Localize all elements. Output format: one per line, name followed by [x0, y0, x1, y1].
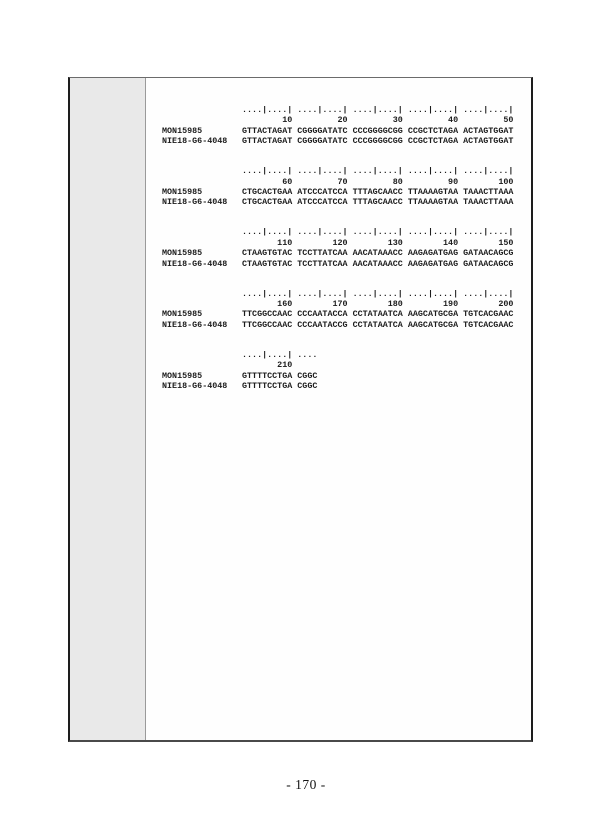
alignment-block: ....|....| ....|....| ....|....| ....|..…: [162, 166, 513, 208]
sequence-text: GTTTTCCTGA CGGC: [242, 370, 318, 381]
sequence-label: MON15985: [162, 370, 203, 381]
ruler-ticks: ....|....| ....|....| ....|....| ....|..…: [242, 105, 514, 115]
sequence-row: NIE18-G6-4048 GTTTTCCTGA CGGC: [162, 381, 513, 391]
sequence-row: NIE18-G6-4048 TTCGGCCAAC CCCAATACCG CCTAT…: [162, 320, 513, 330]
sequence-row: MON15985 GTTTTCCTGA CGGC: [162, 371, 513, 381]
sequence-row: NIE18-G6-4048 CTAAGTGTAC TCCTTATCAA AACAT…: [162, 259, 513, 269]
sequence-row: NIE18-G6-4048 CTGCACTGAA ATCCCATCCA TTTAG…: [162, 197, 513, 207]
alignment-block: ....|....| .... 210 MON15985 GTTTTCCTGA C…: [162, 350, 513, 392]
alignment-block: ....|....| ....|....| ....|....| ....|..…: [162, 227, 513, 269]
ruler-line: ....|....| ....|....| ....|....| ....|..…: [162, 166, 513, 176]
sequence-text: GTTTTCCTGA CGGC: [242, 381, 318, 392]
position-numbers-line: 210: [162, 360, 513, 370]
alignment-block: ....|....| ....|....| ....|....| ....|..…: [162, 289, 513, 331]
sequence-text: TTCGGCCAAC CCCAATACCA CCTATAATCA AAGCATG…: [242, 309, 514, 320]
ruler-ticks: ....|....| ....|....| ....|....| ....|..…: [242, 288, 514, 299]
sequence-row: NIE18-G6-4048 GTTACTAGAT CGGGGATATC CCCGG…: [162, 136, 513, 146]
position-numbers: 10 20 30 40 50: [242, 115, 514, 126]
sequence-text: GTTACTAGAT CGGGGATATC CCCGGGGCGG CCGCTCT…: [242, 125, 514, 136]
sequence-row: MON15985 TTCGGCCAAC CCCAATACCA CCTATAATCA…: [162, 309, 513, 319]
sequence-label: NIE18-G6-4048: [162, 381, 228, 392]
sequence-label: NIE18-G6-4048: [162, 258, 228, 269]
sequence-row: MON15985 GTTACTAGAT CGGGGATATC CCCGGGGCGG…: [162, 126, 513, 136]
sequence-text: GTTACTAGAT CGGGGATATC CCCGGGGCGG CCGCTCT…: [242, 136, 514, 147]
ruler-line: ....|....| ....|....| ....|....| ....|..…: [162, 227, 513, 237]
sequence-text: TTCGGCCAAC CCCAATACCG CCTATAATCA AAGCATG…: [242, 319, 514, 330]
alignment-block: ....|....| ....|....| ....|....| ....|..…: [162, 105, 513, 147]
sequence-alignment: ....|....| ....|....| ....|....| ....|..…: [162, 105, 513, 411]
page-number: - 170 -: [286, 777, 326, 792]
sequence-text: CTAAGTGTAC TCCTTATCAA AACATAAACC AAGAGAT…: [242, 248, 514, 259]
left-margin-shading: [70, 78, 146, 740]
sequence-label: MON15985: [162, 125, 203, 136]
ruler-line: ....|....| ....|....| ....|....| ....|..…: [162, 289, 513, 299]
ruler-line: ....|....| ....: [162, 350, 513, 360]
sequence-text: CTAAGTGTAC TCCTTATCAA AACATAAACC AAGAGAT…: [242, 258, 514, 269]
document-frame: ....|....| ....|....| ....|....| ....|..…: [68, 77, 533, 742]
ruler-ticks: ....|....| ....: [242, 349, 318, 360]
sequence-label: NIE18-G6-4048: [162, 319, 228, 330]
sequence-label: MON15985: [162, 187, 203, 198]
position-numbers: 210: [242, 360, 293, 371]
sequence-label: MON15985: [162, 309, 203, 320]
ruler-ticks: ....|....| ....|....| ....|....| ....|..…: [242, 166, 514, 177]
sequence-row: MON15985 CTGCACTGAA ATCCCATCCA TTTAGCAACC…: [162, 187, 513, 197]
ruler-ticks: ....|....| ....|....| ....|....| ....|..…: [242, 227, 514, 238]
sequence-label: MON15985: [162, 248, 203, 259]
position-numbers-line: 110 120 130 140 150: [162, 238, 513, 248]
position-numbers: 160 170 180 190 200: [242, 299, 514, 310]
sequence-text: CTGCACTGAA ATCCCATCCA TTTAGCAACC TTAAAAG…: [242, 197, 514, 208]
position-numbers: 60 70 80 90 100: [242, 176, 514, 187]
position-numbers-line: 60 70 80 90 100: [162, 177, 513, 187]
sequence-label: NIE18-G6-4048: [162, 197, 228, 208]
sequence-text: CTGCACTGAA ATCCCATCCA TTTAGCAACC TTAAAAG…: [242, 187, 514, 198]
position-numbers-line: 10 20 30 40 50: [162, 115, 513, 125]
position-numbers-line: 160 170 180 190 200: [162, 299, 513, 309]
sequence-label: NIE18-G6-4048: [162, 136, 228, 147]
position-numbers: 110 120 130 140 150: [242, 237, 514, 248]
ruler-line: ....|....| ....|....| ....|....| ....|..…: [162, 105, 513, 115]
sequence-row: MON15985 CTAAGTGTAC TCCTTATCAA AACATAAACC…: [162, 248, 513, 258]
